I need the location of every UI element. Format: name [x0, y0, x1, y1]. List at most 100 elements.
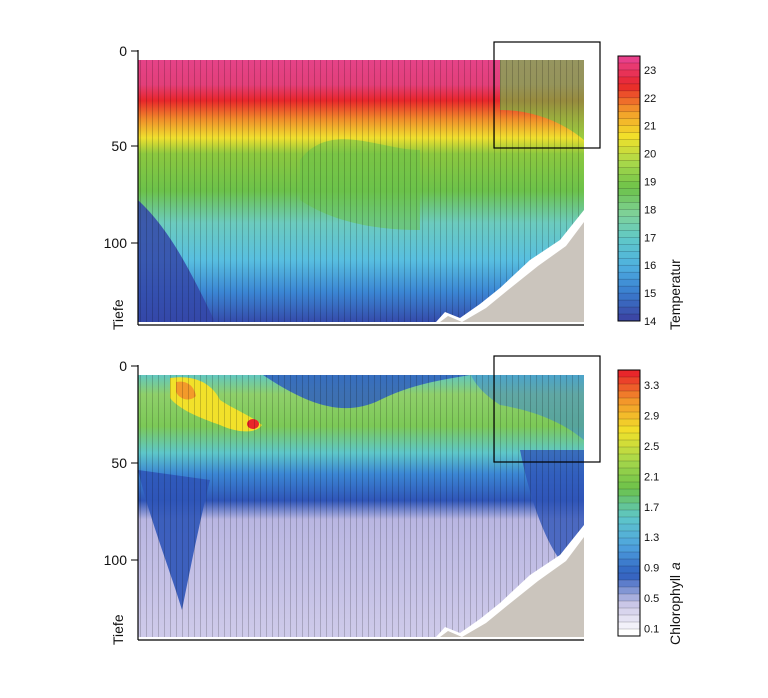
temperature-colorbar-swatch [618, 244, 640, 252]
chlorophyll-colorbar-swatch [618, 517, 640, 525]
temperature-colorbar-swatch [618, 69, 640, 78]
temperature-colorbar-swatch [618, 146, 640, 155]
chlorophyll-colorbar-tick-label: 2.9 [644, 411, 659, 423]
temperature-colorbar-swatch [618, 209, 640, 217]
chlorophyll-colorbar: 3.3 2.9 2.5 2.1 1.7 1.3 0.9 0.5 0.1 Chlorophyll a [617, 369, 683, 645]
chlorophyll-y-axis-label: Tiefe [110, 614, 126, 645]
temperature-colorbar-ticks: 23 22 21 20 19 18 17 16 15 14 [644, 65, 656, 328]
chlorophyll-stripes [138, 375, 584, 637]
temperature-colorbar-swatch [618, 251, 640, 259]
temperature-colorbar-tick-label: 23 [644, 65, 656, 77]
chlorophyll-colorbar-tick-label: 2.5 [644, 441, 659, 453]
temperature-colorbar-swatch [618, 272, 640, 280]
chlorophyll-colorbar-tick-label: 3.3 [644, 380, 659, 392]
chlorophyll-colorbar-swatch [618, 559, 640, 567]
temperature-plot-area [138, 60, 584, 322]
temperature-colorbar-frame [617, 55, 641, 322]
chlorophyll-ytick-label-100: 100 [104, 552, 128, 568]
temperature-colorbar: 23 22 21 20 19 18 17 16 15 14 Temperatur [617, 55, 683, 330]
temperature-colorbar-tick-label: 14 [644, 316, 656, 328]
chlorophyll-colorbar-swatch [618, 608, 640, 616]
chlorophyll-colorbar-swatches [618, 369, 640, 637]
chlorophyll-colorbar-swatch [618, 447, 640, 455]
chlorophyll-colorbar-swatch [618, 503, 640, 511]
temperature-ytick-label-100: 100 [104, 235, 128, 251]
chlorophyll-colorbar-label: Chlorophyll a [667, 562, 683, 645]
temperature-colorbar-tick-label: 15 [644, 288, 656, 300]
temperature-colorbar-swatch [618, 62, 640, 71]
chlorophyll-plot-area [138, 375, 584, 637]
temperature-colorbar-swatch [618, 307, 640, 315]
temperature-colorbar-tick-label: 22 [644, 93, 656, 105]
chlorophyll-colorbar-swatch [618, 370, 640, 378]
temperature-colorbar-tick-label: 21 [644, 121, 656, 133]
chlorophyll-colorbar-swatch [618, 531, 640, 539]
temperature-colorbar-swatch [618, 300, 640, 308]
temperature-colorbar-swatch [618, 76, 640, 85]
temperature-colorbar-swatch [618, 104, 640, 113]
chlorophyll-colorbar-swatch [618, 622, 640, 630]
chlorophyll-colorbar-swatch [618, 552, 640, 560]
temperature-colorbar-swatches [618, 55, 640, 322]
temperature-colorbar-swatch [618, 258, 640, 266]
temperature-colorbar-swatch [618, 56, 640, 64]
chlorophyll-colorbar-tick-label: 0.9 [644, 563, 659, 575]
chlorophyll-colorbar-swatch [618, 461, 640, 469]
chlorophyll-colorbar-swatch [618, 496, 640, 504]
chlorophyll-colorbar-swatch [618, 391, 640, 399]
temperature-colorbar-swatch [618, 188, 640, 196]
temperature-colorbar-swatch [618, 314, 640, 322]
temperature-colorbar-swatch [618, 174, 640, 182]
chlorophyll-colorbar-swatch [618, 580, 640, 588]
temperature-ytick-label-50: 50 [111, 138, 127, 154]
chlorophyll-colorbar-swatch [618, 482, 640, 490]
chlorophyll-colorbar-ticks: 3.3 2.9 2.5 2.1 1.7 1.3 0.9 0.5 0.1 [644, 380, 659, 635]
temperature-colorbar-tick-label: 20 [644, 149, 656, 161]
chlorophyll-colorbar-tick-label: 0.5 [644, 593, 659, 605]
chlorophyll-colorbar-swatch [618, 384, 640, 392]
chlorophyll-colorbar-swatch [618, 587, 640, 595]
temperature-colorbar-swatch [618, 132, 640, 141]
chlorophyll-ytick-label-50: 50 [111, 455, 127, 471]
temperature-colorbar-tick-label: 19 [644, 177, 656, 189]
temperature-colorbar-tick-label: 16 [644, 260, 656, 272]
chlorophyll-colorbar-swatch [618, 398, 640, 406]
chlorophyll-colorbar-label-text: Chlorophyll [667, 575, 683, 645]
chlorophyll-colorbar-swatch [618, 454, 640, 462]
chlorophyll-colorbar-swatch [618, 601, 640, 609]
temperature-colorbar-swatch [618, 118, 640, 127]
temperature-highlight-box [493, 41, 601, 149]
chlorophyll-colorbar-swatch [618, 566, 640, 574]
chlorophyll-colorbar-label-italic: a [667, 562, 683, 570]
temperature-colorbar-swatch [618, 97, 640, 106]
chlorophyll-panel: 0 50 100 Tiefe 3.3 2.9 2.5 2.1 1.7 1.3 0.9 0.5 0… [104, 355, 683, 645]
temperature-colorbar-swatch [618, 111, 640, 120]
chlorophyll-colorbar-swatch [618, 419, 640, 427]
chlorophyll-colorbar-swatch [618, 489, 640, 497]
temperature-seafloor [440, 222, 584, 322]
temperature-colorbar-swatch [618, 279, 640, 287]
temperature-colorbar-swatch [618, 90, 640, 99]
chlorophyll-colorbar-swatch [618, 573, 640, 581]
temperature-colorbar-tick-label: 18 [644, 204, 656, 216]
chlorophyll-colorbar-swatch [618, 468, 640, 476]
temperature-colorbar-swatch [618, 202, 640, 210]
chlorophyll-colorbar-swatch [618, 405, 640, 413]
temperature-colorbar-swatch [618, 230, 640, 238]
temperature-colorbar-swatch [618, 139, 640, 148]
chlorophyll-colorbar-swatch [618, 510, 640, 518]
temperature-colorbar-swatch [618, 195, 640, 203]
temperature-ytick-label-0: 0 [119, 43, 127, 59]
temperature-colorbar-swatch [618, 125, 640, 134]
temperature-colorbar-swatch [618, 286, 640, 294]
temperature-colorbar-swatch [618, 216, 640, 224]
chlorophyll-colorbar-swatch [618, 377, 640, 385]
temperature-colorbar-swatch [618, 293, 640, 301]
temperature-colorbar-swatch [618, 83, 640, 92]
chlorophyll-colorbar-tick-label: 2.1 [644, 471, 659, 483]
chlorophyll-colorbar-swatch [618, 433, 640, 441]
chlorophyll-colorbar-swatch [618, 538, 640, 546]
temperature-stripes [138, 60, 584, 322]
chlorophyll-colorbar-swatch [618, 440, 640, 448]
